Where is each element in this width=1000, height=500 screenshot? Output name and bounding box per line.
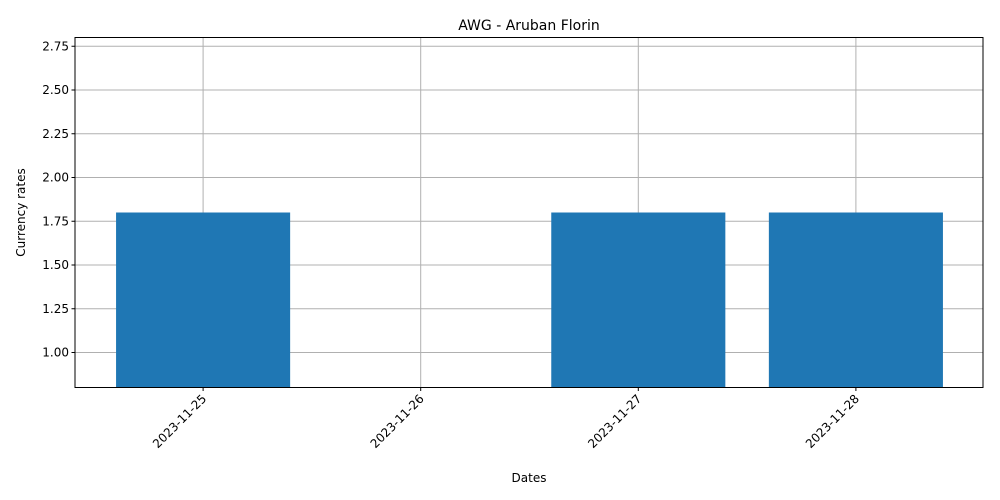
y-tick-label: 1.50	[42, 258, 69, 272]
y-tick-label: 1.00	[42, 346, 69, 360]
y-tick-label: 2.75	[42, 39, 69, 53]
y-tick-label: 2.50	[42, 83, 69, 97]
y-axis: 1.00 1.25 1.50 1.75 2.00 2.25 2.50 2.75	[42, 39, 75, 360]
y-tick-label: 1.25	[42, 302, 69, 316]
x-axis-title: Dates	[512, 471, 547, 485]
chart-title: AWG - Aruban Florin	[458, 18, 599, 34]
bar-2023-11-25	[116, 212, 291, 388]
y-axis-title: Currency rates	[14, 168, 28, 257]
y-tick-label: 1.75	[42, 214, 69, 228]
plot-frame	[74, 37, 984, 388]
bar-2023-11-27	[551, 212, 726, 388]
bar-2023-11-28	[768, 212, 943, 388]
y-tick-label: 2.25	[42, 127, 69, 141]
bars-layer	[116, 212, 943, 388]
y-tick-label: 2.00	[42, 171, 69, 185]
